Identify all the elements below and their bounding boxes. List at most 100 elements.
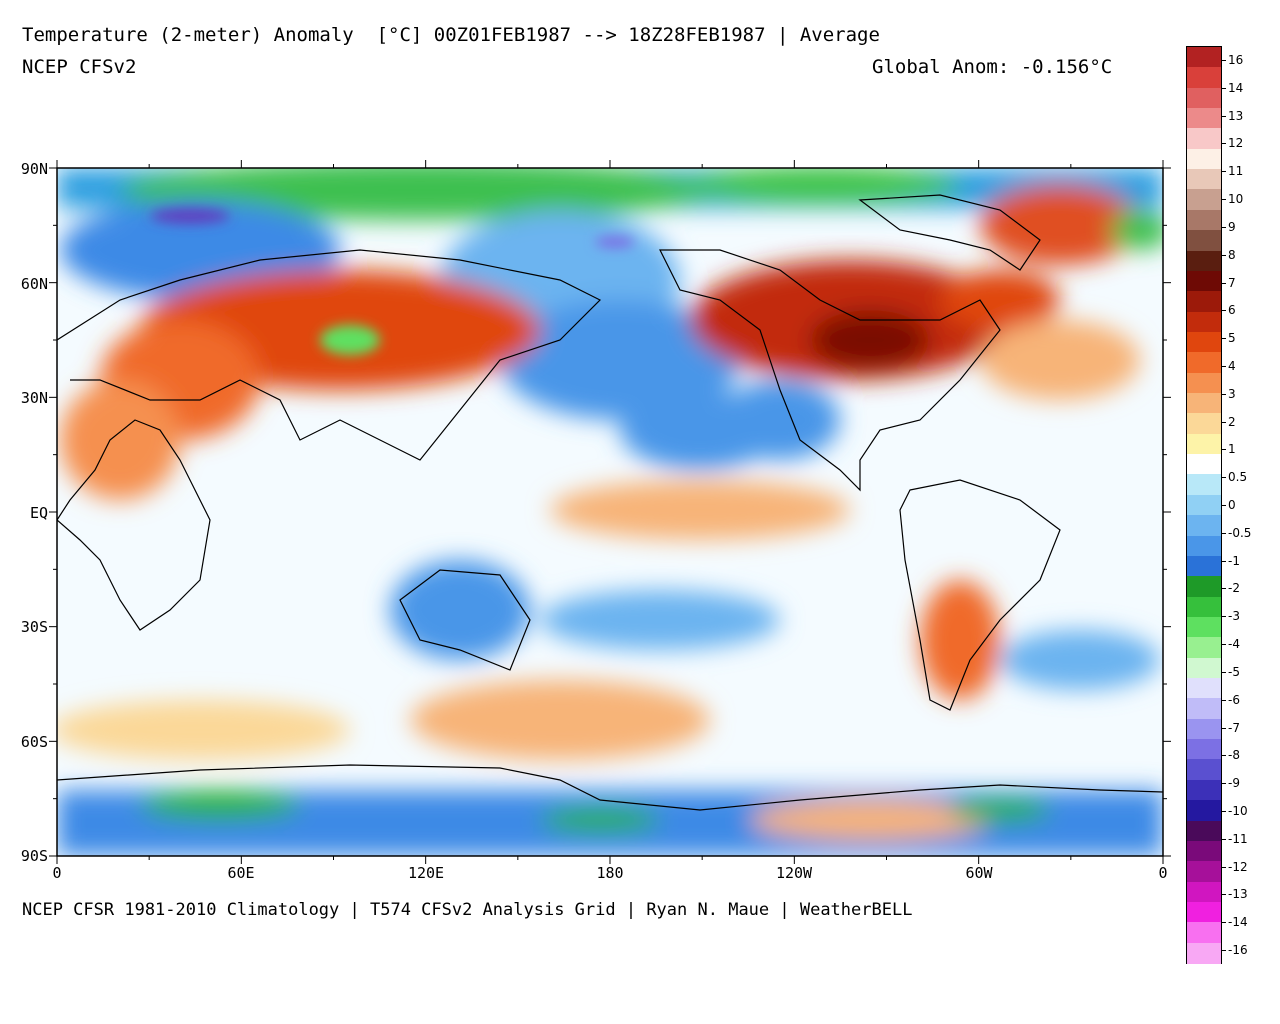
credit-line: NCEP CFSR 1981-2010 Climatology | T574 C… — [22, 900, 913, 920]
colorbar-label: -10 — [1228, 803, 1248, 818]
colorbar-swatch — [1187, 291, 1221, 313]
colorbar-label: 14 — [1228, 80, 1244, 95]
colorbar-label: -16 — [1228, 943, 1248, 957]
colorbar-label: -14 — [1228, 915, 1248, 930]
colorbar-label: -11 — [1228, 831, 1248, 846]
colorbar-swatch — [1187, 596, 1221, 618]
colorbar-label: 12 — [1228, 136, 1244, 151]
colorbar-label: -6 — [1228, 692, 1240, 707]
global-anomaly: Global Anom: -0.156°C — [872, 56, 1113, 78]
colorbar-swatch — [1187, 759, 1221, 781]
colorbar-tick — [1222, 838, 1226, 840]
colorbar-swatch — [1187, 535, 1221, 557]
colorbar-tick — [1222, 143, 1226, 145]
colorbar-swatch — [1187, 270, 1221, 292]
colorbar-tick — [1222, 922, 1226, 924]
model-name: NCEP CFSv2 — [22, 56, 137, 78]
lat-label: 90N — [21, 160, 48, 178]
colorbar-tick — [1222, 950, 1226, 951]
colorbar-swatch — [1187, 311, 1221, 333]
lat-label: 30N — [21, 389, 48, 407]
colorbar-tick — [1222, 560, 1226, 562]
colorbar-tick — [1222, 532, 1226, 534]
colorbar-tick — [1222, 310, 1226, 312]
colorbar-tick — [1222, 115, 1226, 117]
map-title: Temperature (2-meter) Anomaly [°C] 00Z01… — [22, 24, 880, 46]
colorbar-swatch — [1187, 494, 1221, 516]
colorbar-tick — [1222, 393, 1226, 395]
colorbar-label: 1 — [1228, 442, 1236, 457]
anomaly-field — [57, 168, 1163, 856]
colorbar-swatch — [1187, 576, 1221, 598]
colorbar-label: -8 — [1228, 748, 1240, 763]
colorbar-tick — [1222, 727, 1226, 729]
colorbar-swatch — [1187, 230, 1221, 252]
colorbar-label: -0.5 — [1228, 525, 1252, 540]
colorbar-label: 6 — [1228, 303, 1236, 318]
colorbar-swatch — [1187, 922, 1221, 944]
colorbar-swatch — [1187, 67, 1221, 89]
colorbar-label: -12 — [1228, 859, 1248, 874]
colorbar-tick — [1222, 810, 1226, 812]
colorbar-swatch — [1187, 800, 1221, 822]
colorbar-label: 0 — [1228, 498, 1236, 512]
colorbar-label: -5 — [1228, 664, 1240, 679]
colorbar-tick — [1222, 894, 1226, 896]
colorbar-tick — [1222, 449, 1226, 451]
colorbar-label: 0.5 — [1228, 470, 1248, 485]
colorbar-tick — [1222, 60, 1226, 61]
colorbar-label: 8 — [1228, 247, 1236, 262]
colorbar-label: 11 — [1228, 164, 1244, 179]
colorbar-label: -7 — [1228, 720, 1240, 735]
colorbar-label: -4 — [1228, 637, 1240, 652]
colorbar-swatch — [1187, 942, 1221, 964]
colorbar-swatch — [1187, 47, 1221, 68]
lat-label: 30S — [21, 618, 48, 636]
lat-label: EQ — [30, 504, 48, 522]
colorbar-swatch — [1187, 108, 1221, 130]
colorbar-tick — [1222, 365, 1226, 367]
colorbar-swatch — [1187, 820, 1221, 842]
colorbar-tick — [1222, 477, 1226, 479]
colorbar-tick — [1222, 199, 1226, 201]
colorbar-swatch — [1187, 657, 1221, 679]
colorbar-label: -1 — [1228, 553, 1240, 568]
colorbar-tick — [1222, 338, 1226, 340]
colorbar-swatch — [1187, 637, 1221, 659]
lat-label: 60N — [21, 275, 48, 293]
colorbar-swatch — [1187, 148, 1221, 170]
colorbar-swatch — [1187, 840, 1221, 862]
colorbar-tick — [1222, 866, 1226, 868]
colorbar-swatch — [1187, 250, 1221, 272]
colorbar-label: 4 — [1228, 358, 1236, 373]
colorbar-swatch — [1187, 209, 1221, 231]
colorbar-swatch — [1187, 718, 1221, 740]
colorbar-label: -3 — [1228, 609, 1240, 624]
colorbar-tick — [1222, 588, 1226, 590]
colorbar-swatch — [1187, 739, 1221, 761]
lon-label: 120E — [408, 864, 444, 882]
colorbar-swatch — [1187, 352, 1221, 374]
lon-label: 120W — [776, 864, 813, 882]
colorbar-swatch — [1187, 678, 1221, 699]
colorbar-swatch — [1187, 169, 1221, 191]
colorbar-label: 10 — [1228, 192, 1244, 207]
colorbar-swatch — [1187, 779, 1221, 801]
colorbar-swatch — [1187, 87, 1221, 109]
colorbar-swatch — [1187, 901, 1221, 923]
colorbar-swatch — [1187, 189, 1221, 211]
lon-label: 180 — [596, 864, 623, 882]
coastlines — [57, 194, 1163, 811]
colorbar-label: -13 — [1228, 887, 1248, 902]
colorbar-label: 2 — [1228, 414, 1236, 429]
lon-label: 0 — [52, 864, 61, 882]
colorbar-swatch — [1187, 372, 1221, 394]
colorbar-tick — [1222, 226, 1226, 228]
colorbar-tick — [1222, 421, 1226, 423]
lon-label: 60E — [227, 864, 254, 882]
colorbar-tick — [1222, 699, 1226, 701]
colorbar-tick — [1222, 171, 1226, 173]
colorbar-swatch — [1187, 474, 1221, 496]
axis-ticks — [49, 160, 1171, 864]
